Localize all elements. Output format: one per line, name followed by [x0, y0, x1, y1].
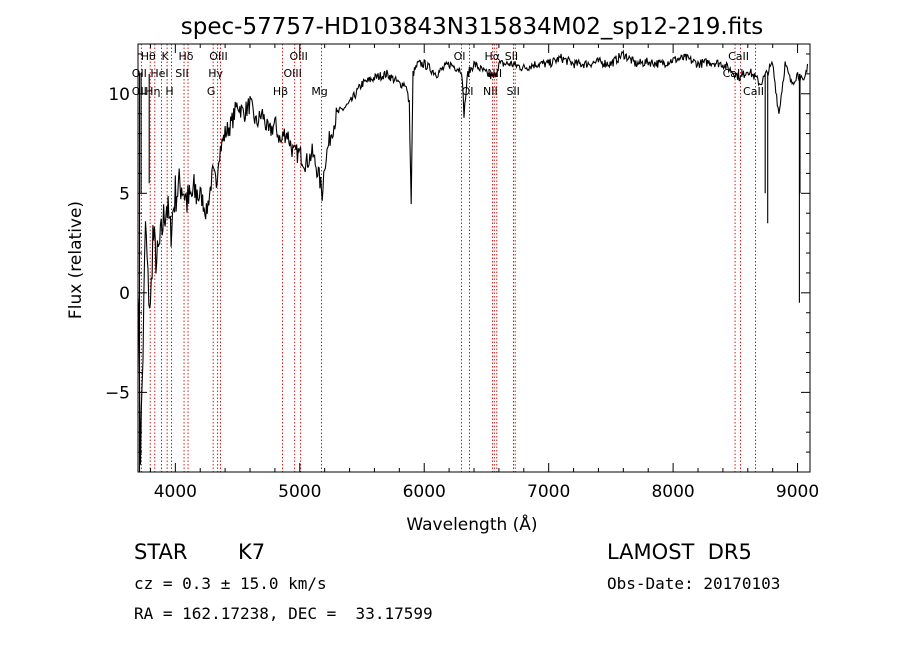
x-tick-label: 6000 — [403, 482, 446, 502]
chart-title: spec-57757-HD103843N315834M02_sp12-219.f… — [181, 14, 763, 40]
reference-lines — [140, 44, 756, 472]
line-label: OI — [462, 85, 474, 98]
line-label: SII — [175, 67, 188, 80]
y-tick-label: 10 — [108, 85, 130, 105]
x-tick-label: 5000 — [278, 482, 321, 502]
line-label: Mg — [311, 85, 327, 98]
x-tick-label: 8000 — [651, 482, 694, 502]
line-label: SII — [506, 85, 519, 98]
y-tick-label: 5 — [119, 184, 130, 204]
line-label: OIII — [289, 50, 307, 63]
line-label: HeI — [150, 67, 168, 80]
y-tick-label: −5 — [105, 383, 130, 403]
x-tick-label: 7000 — [527, 482, 570, 502]
x-tick-label: 9000 — [776, 482, 819, 502]
line-label: K — [162, 50, 170, 63]
line-label: NII — [483, 85, 498, 98]
y-axis: −5 0 5 10 — [105, 53, 810, 453]
line-label: G — [207, 85, 216, 98]
y-axis-label: Flux (relative) — [66, 201, 86, 319]
x-axis-label: Wavelength (Å) — [406, 513, 537, 535]
line-label: Hγ — [208, 67, 223, 80]
line-label: CaII — [743, 85, 764, 98]
line-label: SII — [505, 50, 518, 63]
line-label: OIII — [283, 67, 301, 80]
redshift-cz: cz = 0.3 ± 15.0 km/s — [134, 574, 327, 593]
y-tick-label: 0 — [119, 284, 130, 304]
line-label: CaII — [728, 50, 749, 63]
line-label: Hθ — [141, 50, 156, 63]
line-label: Hη — [145, 85, 160, 98]
x-axis: 4000 5000 6000 7000 8000 9000 — [149, 44, 819, 502]
line-label: Hα — [485, 50, 501, 63]
coordinates: RA = 162.17238, DEC = 33.17599 — [134, 604, 433, 623]
survey-name: LAMOST DR5 — [607, 540, 752, 564]
plot-frame — [137, 43, 811, 473]
object-subclass: K7 — [238, 540, 266, 564]
object-class: STAR — [134, 540, 188, 564]
x-tick-label: 4000 — [154, 482, 197, 502]
line-label: Hδ — [179, 50, 194, 63]
observation-date: Obs-Date: 20170103 — [607, 574, 781, 593]
line-label: Hβ — [273, 85, 288, 98]
spectrum-line — [137, 49, 809, 472]
line-label: OIII — [209, 50, 227, 63]
line-label: H — [165, 85, 173, 98]
line-label: OI — [454, 50, 466, 63]
